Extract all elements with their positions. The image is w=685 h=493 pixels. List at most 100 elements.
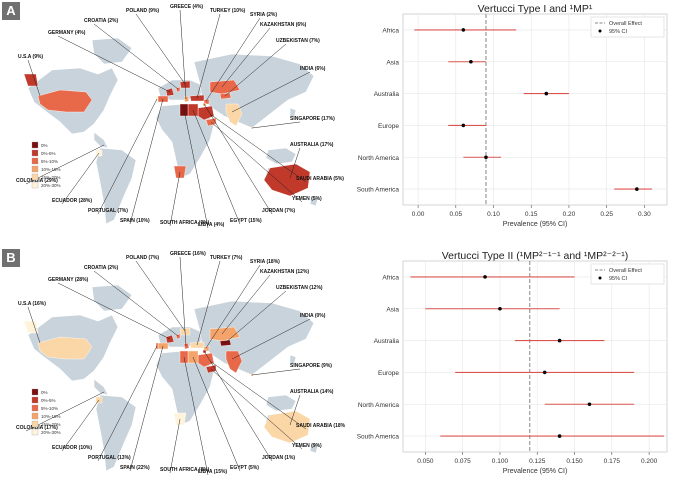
legend-ci-swatch <box>598 29 602 33</box>
x-axis-label: Prevalence (95% CI) <box>503 468 568 475</box>
country-region <box>37 89 93 113</box>
legend-label: 5%-10% <box>41 406 58 411</box>
leader-line <box>203 103 273 215</box>
estimate-point <box>557 434 562 438</box>
country-label: AUSTRALIA (14%) <box>290 389 334 395</box>
leader-line <box>169 171 181 227</box>
legend-label: 15%-20% <box>41 175 61 180</box>
country-region <box>37 336 93 360</box>
country-label: GERMANY (28%) <box>48 277 89 283</box>
leader-line <box>27 59 41 97</box>
land-mass <box>93 131 109 149</box>
country-label: YEMEN (9%) <box>292 443 322 449</box>
legend-label: 0% <box>41 390 48 395</box>
leader-line <box>57 282 171 340</box>
land-mass <box>265 394 297 412</box>
legend-label: 0%-5% <box>41 151 56 156</box>
leader-line <box>210 368 303 450</box>
y-tick-label: Europe <box>378 370 399 377</box>
leader-line <box>93 270 179 337</box>
x-tick-label: 0.30 <box>638 211 651 218</box>
plot-area <box>402 260 668 453</box>
country-label: SAUDI ARABIA (18%) <box>296 423 345 429</box>
country-label: SPAIN (22%) <box>120 465 150 471</box>
country-label: COLOMBIA (29%) <box>16 178 58 184</box>
leader-line <box>192 109 241 225</box>
land-mass <box>93 378 109 396</box>
y-tick-label: Asia <box>386 59 399 66</box>
leader-line <box>93 23 179 90</box>
country-region <box>263 163 311 197</box>
country-label: PORTUGAL (7%) <box>88 208 128 214</box>
leader-line <box>97 345 158 462</box>
leader-line <box>61 399 100 452</box>
country-label: COLOMBIA (17%) <box>16 425 58 431</box>
country-label: AUSTRALIA (17%) <box>290 142 334 148</box>
land-mass <box>265 147 297 165</box>
country-label: LIBYA (4%) <box>198 222 225 228</box>
leader-line <box>251 368 301 376</box>
y-tick-label: South America <box>357 434 400 441</box>
legend-ci-swatch <box>598 276 602 280</box>
legend-swatch <box>31 396 39 404</box>
legend-overall-label: Overall Effect <box>609 21 642 27</box>
country-label: PORTUGAL (13%) <box>88 455 131 461</box>
land-mass <box>289 107 297 119</box>
x-tick-label: 0.20 <box>563 211 576 218</box>
leader-line <box>129 98 164 225</box>
leader-line <box>25 144 105 185</box>
y-tick-label: North America <box>358 402 400 409</box>
country-label: ECUADOR (28%) <box>52 198 92 204</box>
legend-swatch <box>31 404 39 412</box>
legend-label: 20%-30% <box>41 183 61 188</box>
country-label: SINGAPORE (17%) <box>290 116 335 122</box>
leader-line <box>196 13 221 99</box>
country-label: SYRIA (2%) <box>250 12 277 18</box>
legend-label: 0%-5% <box>41 398 56 403</box>
land-mass <box>95 394 137 472</box>
country-region <box>23 320 39 334</box>
country-region <box>219 339 232 347</box>
leader-line <box>209 113 307 183</box>
world-map-b: U.S.A (16%) GERMANY (28%) CROATIA (2%) POLA… <box>10 251 345 483</box>
panel-tag-b: B <box>2 249 20 267</box>
country-region <box>250 126 254 130</box>
leader-line <box>27 306 41 344</box>
leader-line <box>289 394 301 426</box>
country-label: TURKEY (10%) <box>210 8 246 14</box>
leader-line <box>205 17 261 102</box>
legend-swatch <box>31 149 39 157</box>
country-label: LIBYA (15%) <box>198 469 227 475</box>
country-label: YEMEN (5%) <box>292 196 322 202</box>
legend-box <box>590 263 665 285</box>
country-label: CROATIA (2%) <box>84 18 119 24</box>
estimate-point <box>587 402 592 407</box>
panel-b: B U.S.A (16%) GERMANY (28%) CROATIA (2%) PO… <box>0 247 685 493</box>
leader-line <box>135 13 186 85</box>
estimate-point <box>461 123 466 128</box>
leader-line <box>183 109 209 229</box>
legend-label: 0% <box>41 143 48 148</box>
leader-line <box>224 43 287 97</box>
y-tick-label: Australia <box>374 91 400 98</box>
y-tick-label: North America <box>358 155 400 162</box>
country-label: POLAND (9%) <box>126 8 159 14</box>
leader-line <box>169 418 181 474</box>
legend-ci-label: 95% CI <box>609 276 628 282</box>
leader-line <box>61 152 100 205</box>
leader-line <box>221 27 271 88</box>
country-label: U.S.A (9%) <box>18 54 43 60</box>
country-label: CROATIA (2%) <box>84 265 119 271</box>
country-label: GERMANY (4%) <box>48 30 86 36</box>
country-label: SPAIN (10%) <box>120 218 150 224</box>
x-tick-label: 0.125 <box>529 458 546 465</box>
leader-line <box>25 391 105 432</box>
country-region <box>225 103 243 127</box>
x-tick-label: 0.075 <box>455 458 472 465</box>
x-tick-label: 0.25 <box>600 211 613 218</box>
country-label: SINGAPORE (9%) <box>290 363 332 369</box>
y-tick-label: Australia <box>374 338 400 345</box>
country-region <box>219 92 232 100</box>
chart-title: Vertucci Type II (¹MP²⁻¹⁻¹ and ¹MP²⁻²⁻¹) <box>442 250 629 262</box>
country-label: SOUTH AFRICA (0%) <box>160 220 210 226</box>
